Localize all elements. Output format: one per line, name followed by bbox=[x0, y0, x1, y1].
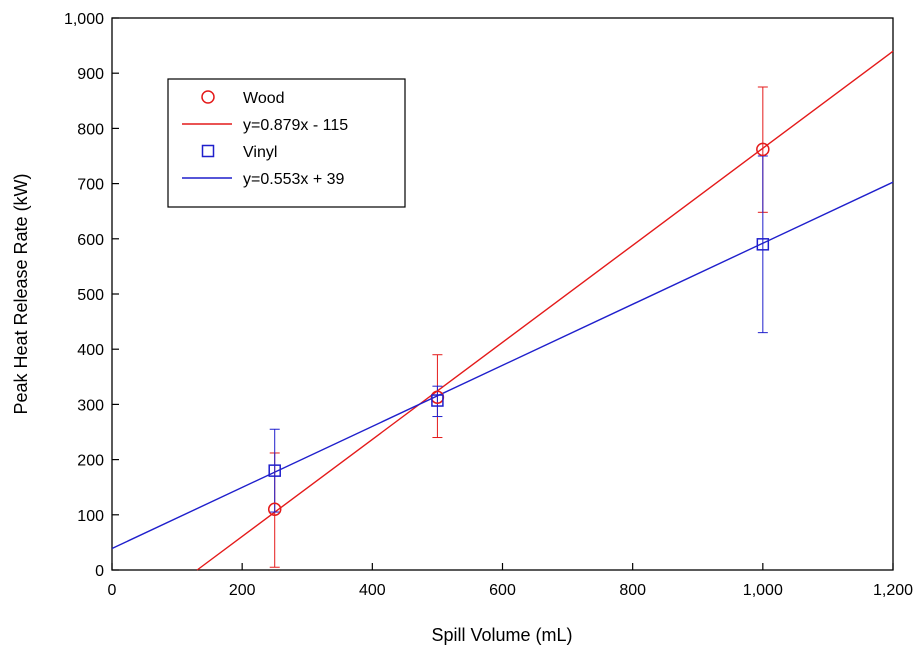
legend-fit-label-wood: y=0.879x - 115 bbox=[243, 117, 348, 134]
legend-fit-label-vinyl: y=0.553x + 39 bbox=[243, 171, 345, 188]
data-point-vinyl bbox=[268, 464, 281, 477]
y-tick-label: 0 bbox=[95, 563, 104, 580]
x-tick-label: 1,200 bbox=[873, 582, 913, 599]
x-axis: 0 200 400 600 800 1,000 1,200 bbox=[108, 563, 913, 599]
fit-line-wood bbox=[196, 50, 894, 571]
x-tick-label: 0 bbox=[108, 582, 117, 599]
y-tick-label: 700 bbox=[77, 177, 104, 194]
data-markers bbox=[267, 142, 770, 517]
data-point-vinyl bbox=[431, 394, 444, 407]
y-tick-label: 100 bbox=[77, 508, 104, 525]
error-bars bbox=[269, 86, 768, 568]
legend: Wood y=0.879x - 115 Vinyl y=0.553x + 39 bbox=[167, 78, 406, 208]
y-tick-label: 1,000 bbox=[64, 11, 104, 28]
x-tick-label: 800 bbox=[619, 582, 646, 599]
x-tick-label: 600 bbox=[489, 582, 516, 599]
y-tick-label: 200 bbox=[77, 453, 104, 470]
data-point-wood bbox=[756, 142, 770, 157]
x-tick-label: 200 bbox=[229, 582, 256, 599]
y-tick-label: 800 bbox=[77, 121, 104, 138]
legend-marker-wood bbox=[201, 90, 215, 104]
data-point-wood bbox=[267, 502, 282, 517]
y-tick-label: 400 bbox=[77, 342, 104, 359]
legend-label-wood: Wood bbox=[243, 90, 285, 107]
y-axis-title: Peak Heat Release Rate (kW) bbox=[11, 173, 31, 414]
x-tick-label: 400 bbox=[359, 582, 386, 599]
y-tick-label: 600 bbox=[77, 232, 104, 249]
x-tick-label: 1,000 bbox=[743, 582, 783, 599]
fit-line-vinyl bbox=[111, 181, 894, 550]
y-tick-label: 500 bbox=[77, 287, 104, 304]
legend-marker-vinyl bbox=[201, 144, 215, 158]
legend-label-vinyl: Vinyl bbox=[243, 144, 277, 161]
legend-box bbox=[167, 78, 406, 208]
data-point-vinyl bbox=[756, 238, 770, 251]
x-axis-title: Spill Volume (mL) bbox=[431, 625, 572, 645]
y-tick-label: 300 bbox=[77, 397, 104, 414]
y-tick-label: 900 bbox=[77, 66, 104, 83]
y-axis: 0 100 200 300 400 500 600 700 800 900 1,000 bbox=[64, 11, 119, 580]
